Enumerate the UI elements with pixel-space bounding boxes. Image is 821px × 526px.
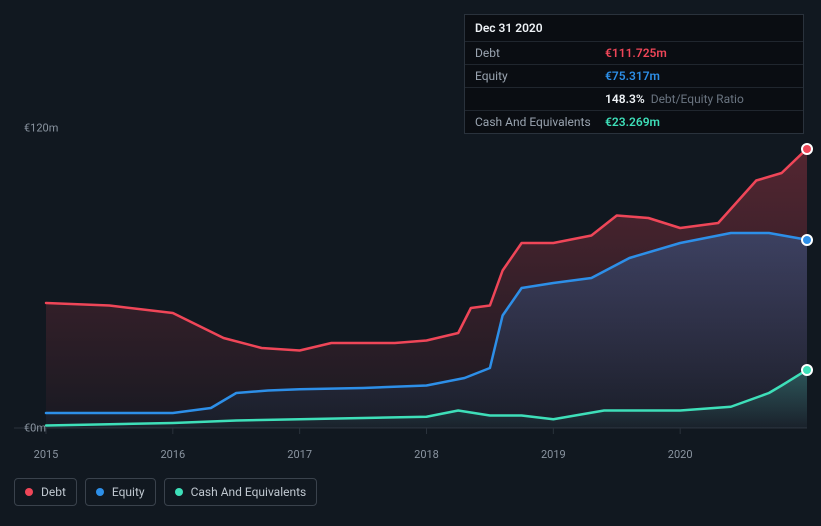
y-axis-label: €120m	[24, 122, 58, 135]
legend-dot-icon	[175, 488, 183, 496]
legend: Debt Equity Cash And Equivalents	[14, 478, 317, 506]
hover-marker-cash	[801, 364, 813, 376]
tooltip-row-value: €75.317m	[605, 69, 660, 83]
tooltip-date: Dec 31 2020	[465, 15, 803, 41]
legend-item-debt[interactable]: Debt	[14, 478, 77, 506]
hover-marker-debt	[801, 143, 813, 155]
tooltip-row-value: €23.269m	[605, 115, 660, 129]
legend-label: Debt	[41, 485, 66, 499]
tooltip-row: Debt €111.725m	[465, 41, 803, 64]
x-axis-label: 2019	[541, 448, 566, 461]
tooltip-row-label: Cash And Equivalents	[475, 115, 605, 129]
tooltip-row-label: Debt	[475, 46, 605, 60]
tooltip-row-extra: Debt/Equity Ratio	[651, 92, 744, 106]
tooltip-row-label: Equity	[475, 69, 605, 83]
tooltip: Dec 31 2020 Debt €111.725m Equity €75.31…	[464, 14, 804, 134]
legend-dot-icon	[96, 488, 104, 496]
tooltip-row: Equity €75.317m	[465, 64, 803, 87]
tooltip-row: 148.3% Debt/Equity Ratio	[465, 87, 803, 110]
x-axis-label: 2018	[414, 448, 439, 461]
legend-label: Equity	[112, 485, 145, 499]
x-axis-label: 2020	[668, 448, 693, 461]
tooltip-row-value: €111.725m	[605, 46, 667, 60]
hover-marker-equity	[801, 234, 813, 246]
x-axis-label: 2017	[287, 448, 312, 461]
tooltip-row: Cash And Equivalents €23.269m	[465, 110, 803, 133]
legend-item-cash[interactable]: Cash And Equivalents	[164, 478, 318, 506]
legend-dot-icon	[25, 488, 33, 496]
legend-item-equity[interactable]: Equity	[85, 478, 156, 506]
x-axis-label: 2015	[34, 448, 59, 461]
legend-label: Cash And Equivalents	[191, 485, 307, 499]
tooltip-row-value: 148.3%	[605, 92, 645, 106]
y-axis-label: €0m	[24, 422, 46, 435]
x-axis-label: 2016	[160, 448, 185, 461]
